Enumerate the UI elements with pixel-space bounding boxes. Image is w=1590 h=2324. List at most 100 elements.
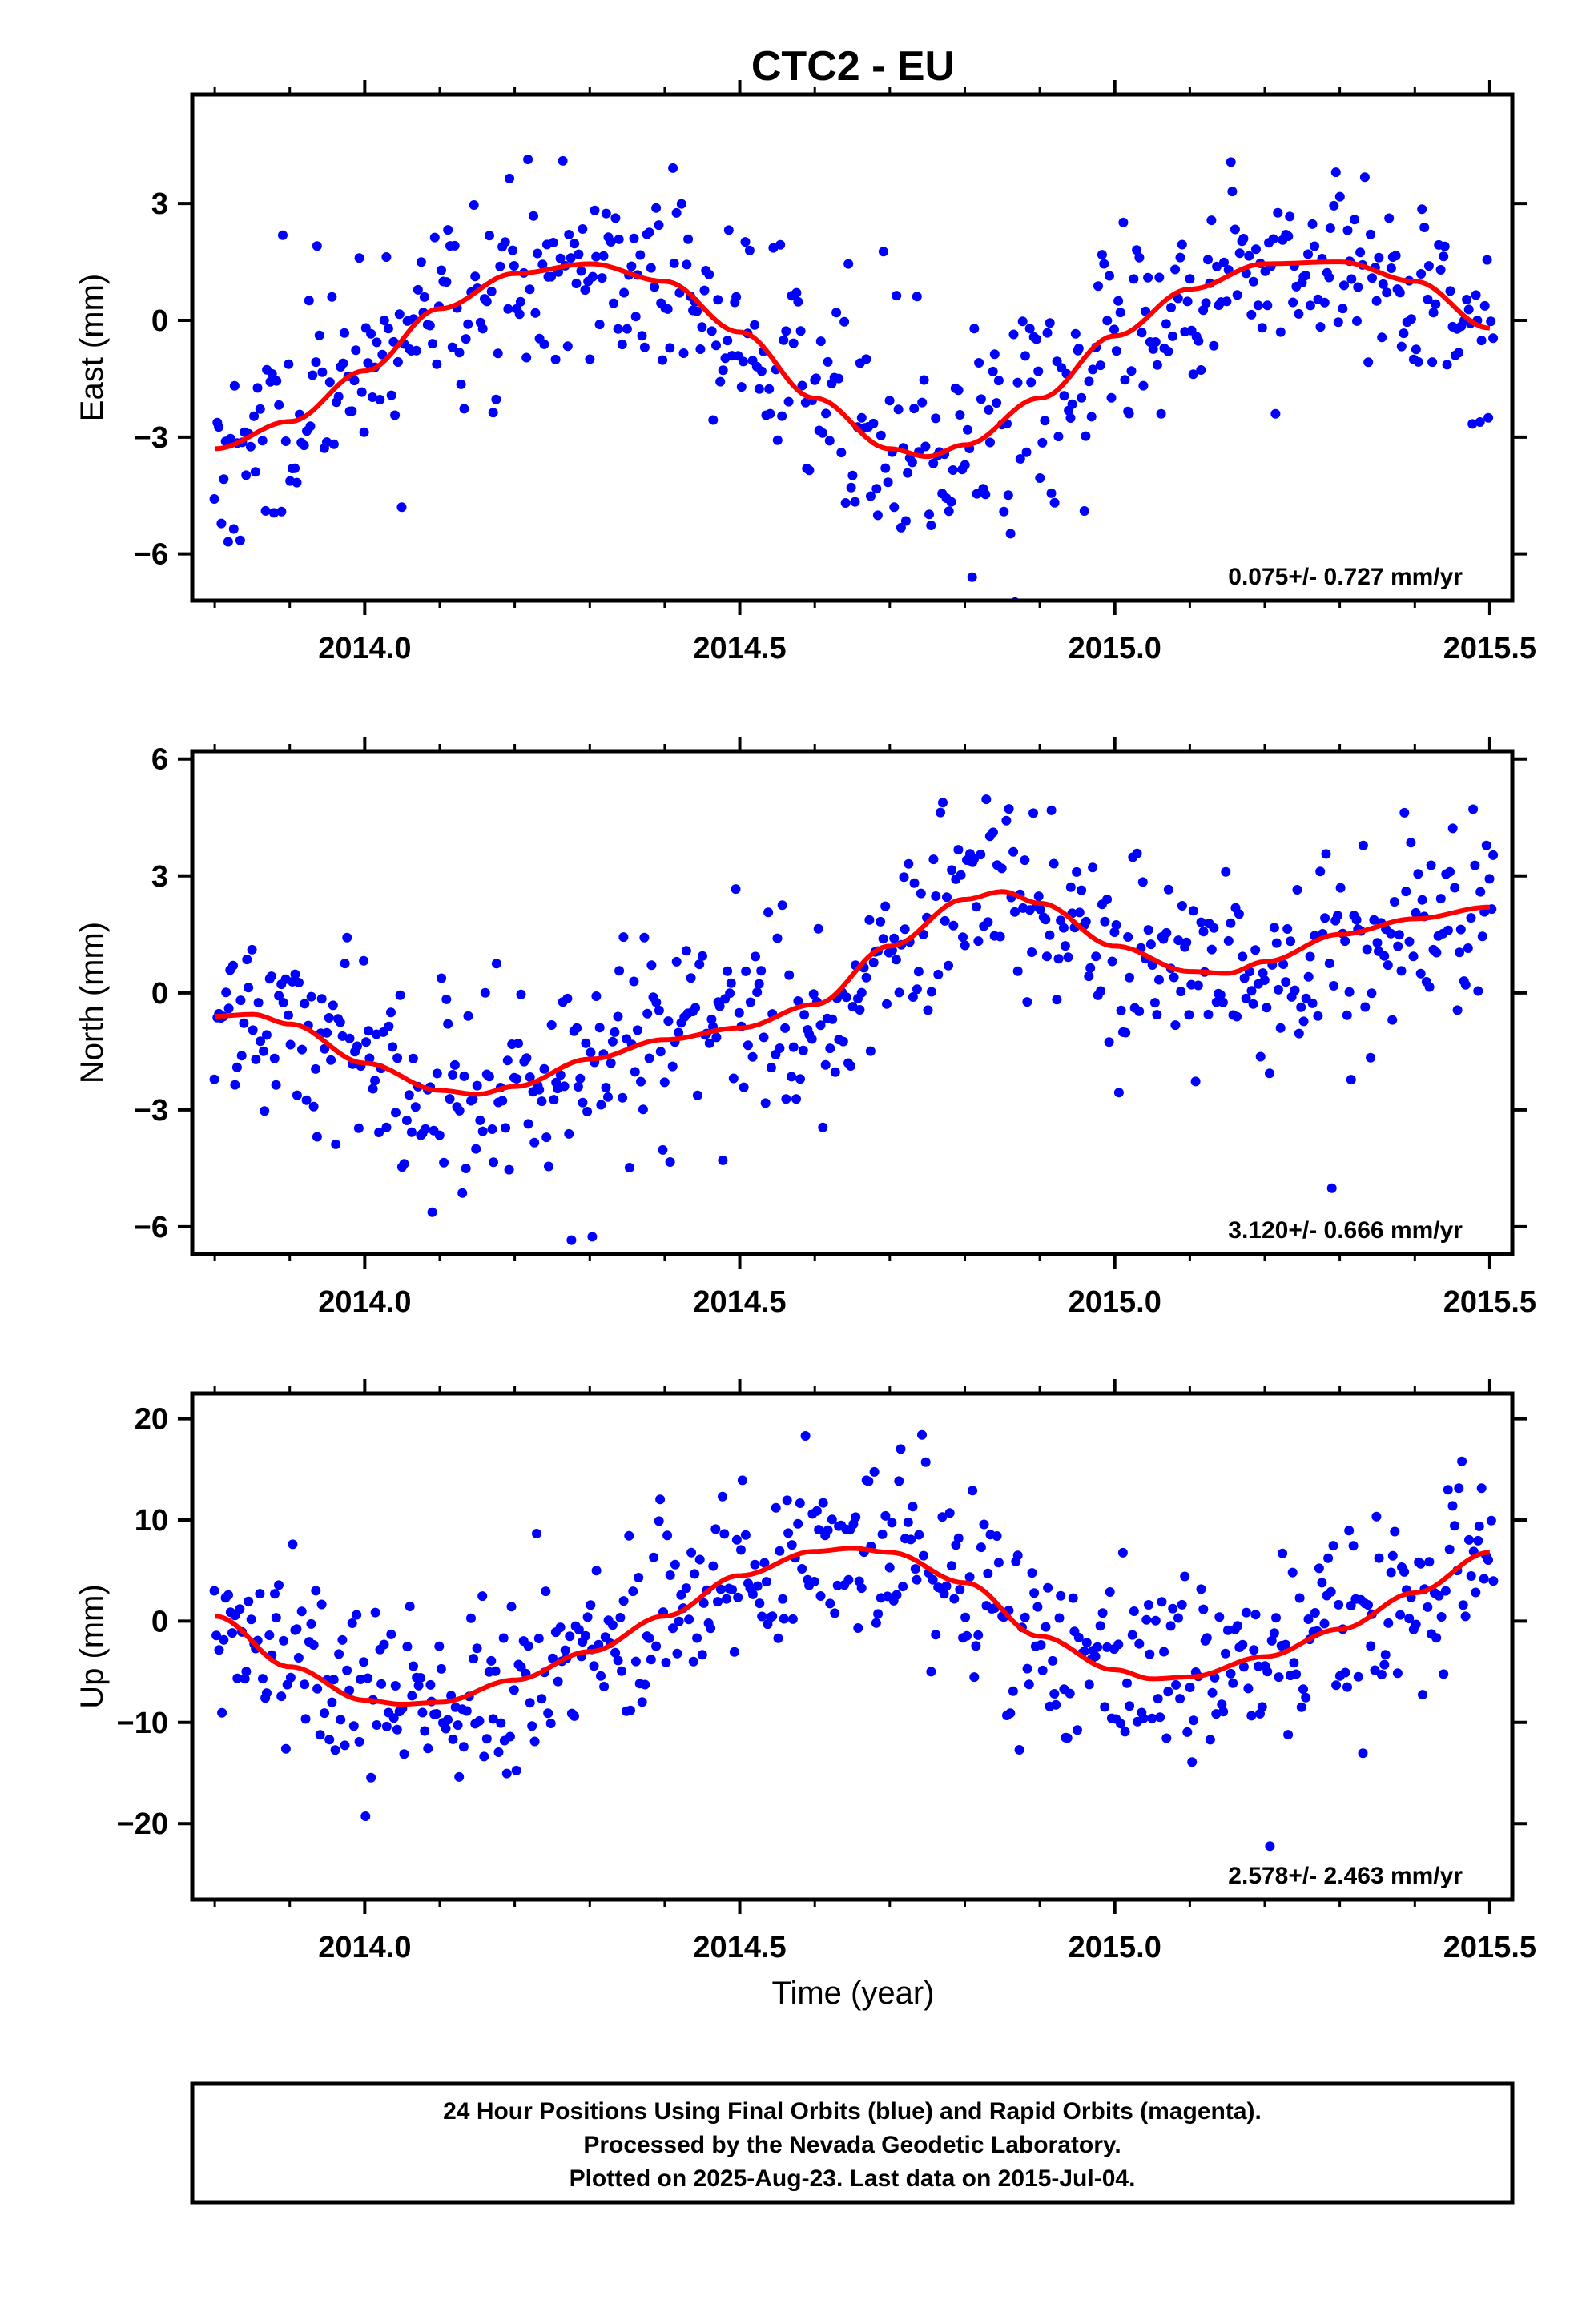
data-point: [678, 348, 689, 358]
data-point: [1298, 1684, 1308, 1695]
data-point: [775, 239, 786, 250]
data-point: [1145, 1649, 1155, 1659]
data-point: [366, 328, 376, 339]
data-point: [825, 1598, 835, 1609]
data-point: [1274, 1672, 1284, 1683]
data-point: [757, 1611, 767, 1622]
data-point: [500, 237, 510, 247]
data-point: [340, 959, 350, 969]
data-point: [537, 1096, 547, 1107]
data-point: [1251, 244, 1261, 255]
data-point: [576, 266, 586, 276]
data-point: [642, 1008, 653, 1019]
data-point: [255, 1589, 265, 1599]
data-point: [509, 1685, 519, 1695]
data-point: [658, 1144, 668, 1155]
data-point: [379, 1639, 389, 1650]
data-point: [939, 1589, 949, 1599]
data-point: [1022, 1663, 1032, 1674]
x-tick-label: 2014.0: [318, 1931, 411, 1964]
data-point: [399, 1159, 409, 1169]
data-point: [909, 878, 920, 888]
data-point: [928, 458, 939, 468]
data-point: [1005, 529, 1016, 539]
data-point: [1285, 211, 1295, 222]
data-point: [1483, 1555, 1493, 1565]
data-point: [1043, 1582, 1053, 1593]
data-point: [745, 997, 755, 1007]
data-point: [1035, 904, 1045, 915]
data-point: [402, 1642, 413, 1652]
data-point: [872, 510, 883, 521]
data-point: [487, 1124, 497, 1134]
data-point: [434, 1130, 445, 1140]
data-point: [1118, 217, 1129, 227]
data-point: [443, 1019, 453, 1029]
data-point: [719, 1529, 730, 1539]
data-point: [308, 1640, 319, 1650]
data-point: [1360, 1002, 1371, 1012]
data-point: [607, 1620, 618, 1630]
data-point: [1100, 1702, 1110, 1712]
data-point: [771, 1502, 781, 1513]
data-point: [1138, 380, 1149, 391]
data-point: [723, 966, 733, 976]
data-point: [539, 339, 549, 349]
data-point: [1084, 1679, 1094, 1690]
data-point: [940, 915, 950, 926]
data-point: [376, 1679, 387, 1689]
data-point: [582, 1612, 593, 1622]
data-point: [427, 1207, 437, 1217]
data-point: [342, 1665, 352, 1675]
data-point: [1145, 939, 1156, 950]
data-point: [248, 1025, 258, 1035]
data-point: [781, 1094, 791, 1104]
data-point: [1283, 1730, 1294, 1740]
data-point: [1358, 1748, 1368, 1759]
data-point: [804, 465, 815, 476]
data-point: [1362, 944, 1372, 955]
data-point: [765, 408, 775, 419]
data-point: [324, 1735, 335, 1745]
data-point: [548, 238, 558, 247]
data-point: [736, 1545, 746, 1555]
data-point: [477, 1126, 488, 1136]
data-point: [723, 225, 734, 235]
data-point: [1413, 869, 1423, 879]
data-point: [847, 470, 858, 480]
data-point: [1170, 1020, 1181, 1031]
data-point: [644, 1633, 654, 1643]
data-point: [1232, 290, 1242, 300]
data-point: [1387, 1015, 1398, 1025]
y-tick-label: −20: [117, 1807, 168, 1841]
data-point: [1210, 1672, 1220, 1683]
data-point: [241, 470, 252, 480]
data-point: [637, 1697, 647, 1707]
data-point: [1008, 329, 1019, 340]
data-point: [629, 233, 639, 243]
data-point: [1207, 1687, 1218, 1698]
data-point: [1033, 366, 1044, 376]
data-point: [1411, 1619, 1421, 1630]
data-point: [543, 1708, 553, 1719]
data-point: [1088, 862, 1098, 873]
data-point: [315, 1730, 325, 1740]
data-point: [1282, 924, 1293, 934]
data-point: [637, 331, 647, 341]
data-point: [1206, 215, 1217, 226]
data-point: [1233, 1621, 1242, 1631]
data-point: [539, 1063, 549, 1074]
data-point: [878, 934, 888, 944]
data-point: [244, 983, 254, 993]
data-point: [588, 271, 598, 282]
data-point: [461, 1164, 471, 1173]
data-point: [731, 1534, 742, 1545]
data-point: [1384, 213, 1395, 223]
data-point: [815, 1591, 826, 1601]
data-point: [573, 1082, 583, 1092]
data-point: [1418, 1690, 1427, 1700]
data-point: [983, 917, 993, 927]
data-point: [294, 978, 304, 987]
data-point: [864, 915, 875, 925]
data-point: [1036, 1640, 1046, 1650]
